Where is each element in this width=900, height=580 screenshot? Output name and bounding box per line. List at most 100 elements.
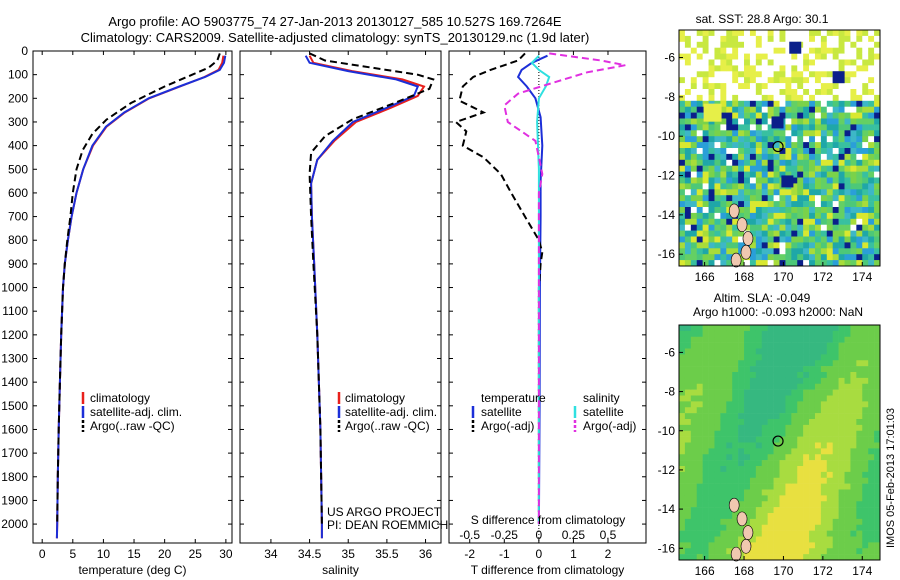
map-cell	[868, 136, 875, 143]
map-cell	[844, 148, 851, 155]
map-cell	[844, 248, 851, 255]
map-cell	[732, 35, 739, 43]
map-cell	[868, 524, 875, 531]
map-cell	[832, 554, 839, 561]
map-cell	[844, 518, 851, 526]
map-cell	[714, 224, 721, 231]
map-cell	[803, 59, 810, 66]
map-cell	[874, 218, 881, 225]
map-cell	[732, 224, 739, 231]
map-cell	[732, 148, 739, 155]
map-cell	[744, 35, 751, 43]
map-cell	[738, 348, 745, 355]
map-cell	[874, 183, 881, 190]
map-cell	[696, 218, 703, 225]
map-cell	[726, 83, 733, 90]
map-cell	[684, 454, 692, 461]
map-cell	[785, 477, 792, 484]
map-cell	[874, 360, 881, 367]
map-cell	[862, 218, 869, 225]
map-cell	[832, 454, 839, 461]
map-cell	[785, 518, 792, 526]
map-cell	[690, 518, 698, 526]
map-cell	[850, 183, 857, 190]
map-cell	[702, 471, 709, 479]
map-cell	[856, 336, 863, 343]
map-cell	[779, 372, 786, 379]
map-cell	[755, 448, 763, 455]
map-cell	[702, 94, 709, 102]
map-cell	[773, 360, 780, 367]
map-cell	[744, 71, 751, 78]
map-cell	[785, 495, 792, 502]
map-cell	[714, 477, 721, 484]
map-cell	[726, 424, 733, 432]
map-cell	[844, 489, 851, 496]
map-cell	[809, 159, 816, 166]
x-tick-label: 15	[127, 547, 141, 561]
map-cell	[767, 407, 774, 414]
map-cell	[856, 348, 863, 355]
map-cell	[767, 195, 774, 202]
map-cell	[809, 477, 816, 484]
map-cell	[755, 207, 763, 214]
map-cell	[791, 354, 798, 361]
map-cell	[809, 524, 816, 531]
map-cell	[803, 136, 810, 143]
map-cell	[714, 89, 721, 96]
map-cell	[679, 53, 686, 60]
map-cell	[684, 35, 692, 43]
map-cell	[755, 106, 763, 113]
map-cell	[797, 100, 804, 107]
map-cell	[809, 35, 816, 43]
map-cell	[809, 336, 816, 343]
map-cell	[862, 460, 869, 467]
map-cell	[744, 330, 751, 338]
map-cell	[814, 360, 822, 367]
depth-tick-label: 100	[8, 68, 28, 82]
map-cell	[862, 136, 869, 143]
map-cell	[696, 118, 703, 125]
map-cell	[720, 430, 727, 437]
map-cell	[749, 489, 757, 496]
map-cell	[838, 59, 845, 66]
map-cell	[714, 35, 721, 43]
map-cell	[732, 153, 739, 161]
map-cell	[868, 35, 875, 43]
map-cell	[714, 201, 721, 208]
map-cell	[684, 513, 692, 520]
map-cell	[690, 77, 698, 84]
map-cell	[702, 230, 709, 237]
map-cell	[696, 489, 703, 496]
map-cell	[844, 254, 851, 261]
map-cell	[803, 342, 810, 349]
map-cell	[797, 524, 804, 531]
map-cell	[838, 106, 845, 113]
map-cell	[708, 148, 715, 155]
map-cell	[856, 106, 863, 113]
map-cell	[761, 230, 768, 237]
map-cell	[773, 183, 780, 190]
map-cell	[779, 477, 786, 484]
map-cell	[820, 53, 828, 60]
map-cell	[832, 130, 839, 137]
map-cell	[773, 218, 780, 225]
map-cell	[696, 53, 703, 60]
map-cell	[755, 360, 763, 367]
map-cell	[791, 466, 798, 473]
map-cell	[844, 389, 851, 396]
map-cell	[773, 395, 780, 402]
map-cell	[868, 342, 875, 349]
map-cell	[690, 159, 698, 166]
map-cell	[679, 248, 686, 255]
map-cell	[814, 460, 822, 467]
map-cell	[726, 366, 733, 373]
map-cell	[803, 224, 810, 231]
map-cell	[726, 442, 733, 449]
map-cell	[814, 201, 822, 208]
map-cell	[803, 366, 810, 373]
map-cell	[720, 377, 727, 385]
map-cell	[702, 65, 709, 72]
map-cell	[708, 47, 715, 54]
map-cell	[761, 189, 768, 196]
